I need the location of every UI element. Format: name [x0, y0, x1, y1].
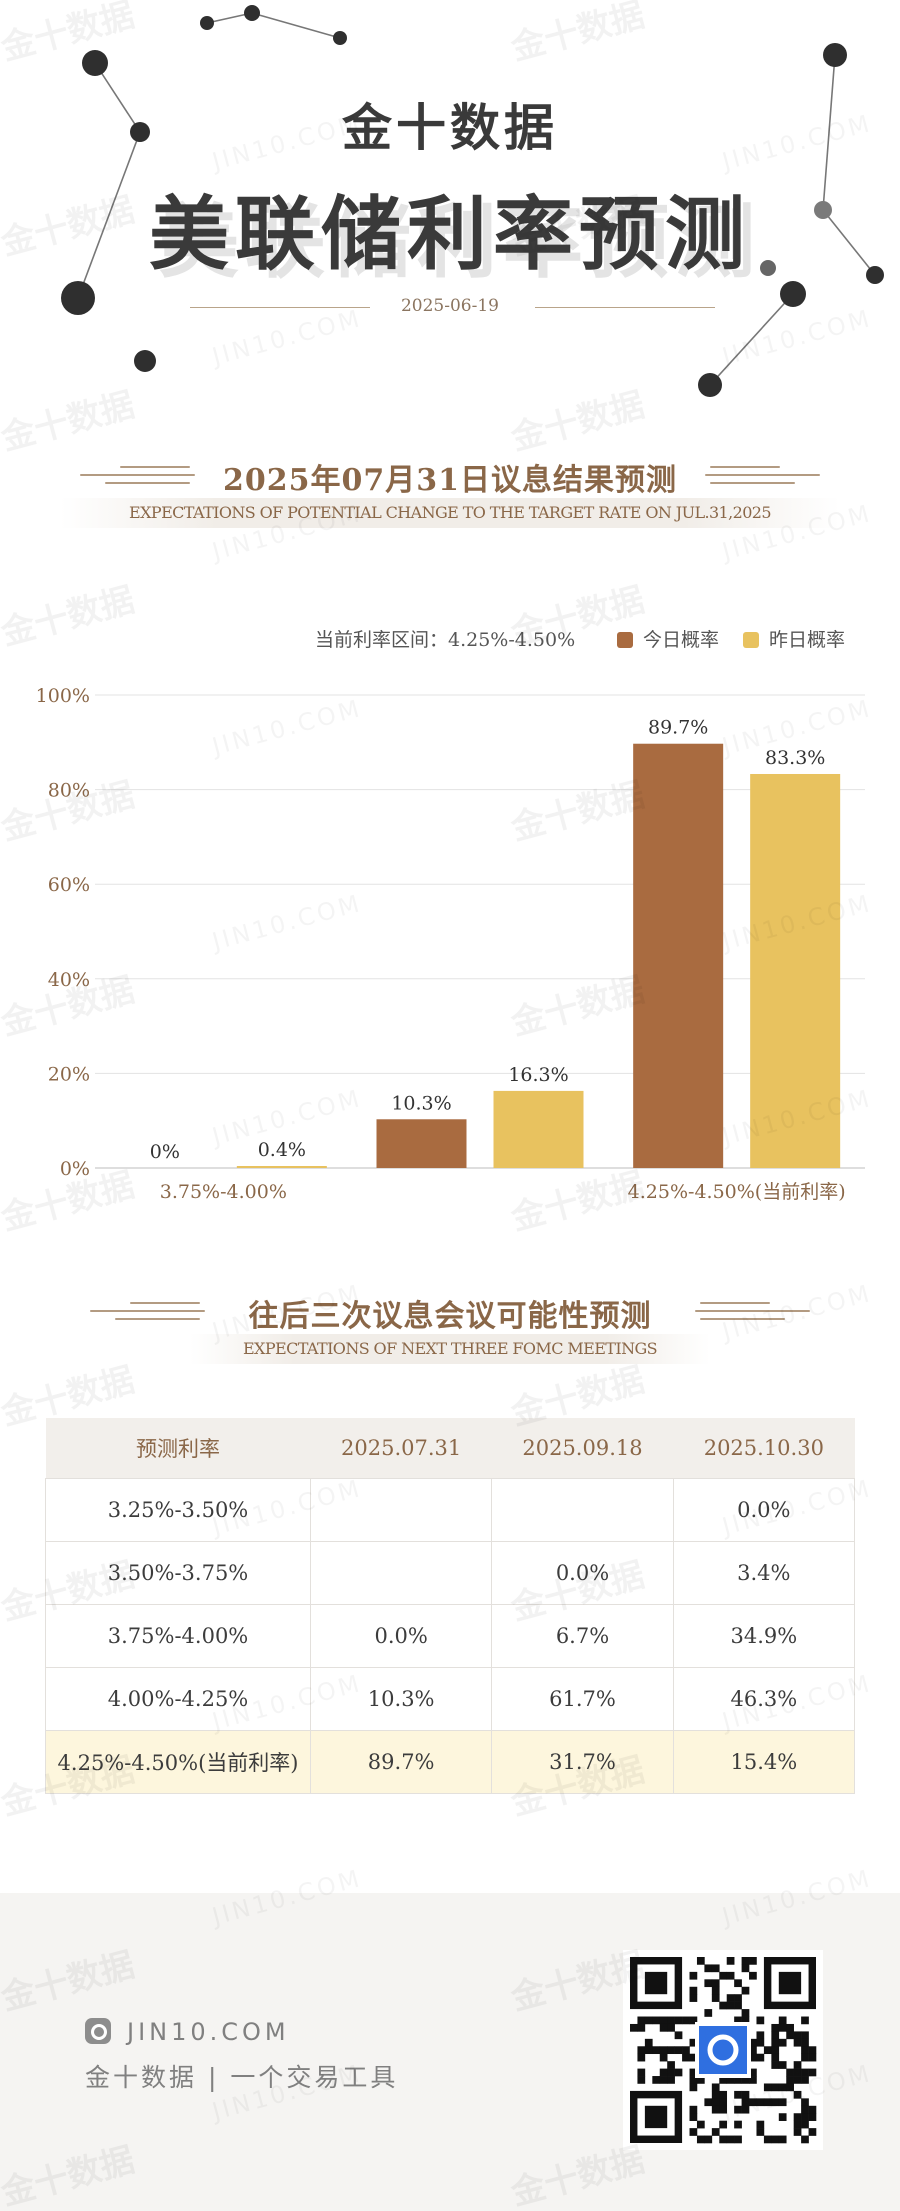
table-cell: 6.7% — [491, 1604, 674, 1668]
table-cell-rate: 3.75%-4.00% — [45, 1604, 311, 1668]
table-cell: 34.9% — [672, 1604, 856, 1668]
table-cell: 0.0% — [309, 1604, 493, 1668]
bar-value-label: 16.3% — [508, 1064, 568, 1086]
y-tick-label: 0% — [60, 1158, 90, 1180]
table-cell: 15.4% — [672, 1730, 856, 1794]
section1-subtitle: EXPECTATIONS OF POTENTIAL CHANGE TO THE … — [129, 503, 772, 522]
constellation-decoration — [61, 5, 884, 397]
bar-value-label: 89.7% — [648, 717, 708, 739]
section1-title: 2025年07月31日议息结果预测 — [223, 463, 677, 498]
y-tick-label: 100% — [36, 685, 90, 707]
table-row: 3.75%-4.00% 0.0% 6.7% 34.9% — [45, 1604, 856, 1668]
table-cell-rate: 3.50%-3.75% — [45, 1541, 311, 1605]
table-row-current-rate: 4.25%-4.50%(当前利率) 89.7% 31.7% 15.4% — [45, 1730, 856, 1794]
table-cell — [309, 1478, 493, 1542]
table-cell: 10.3% — [309, 1667, 493, 1731]
table-cell: 89.7% — [309, 1730, 493, 1794]
table-row: 3.25%-3.50% 0.0% — [45, 1478, 856, 1542]
probability-bar-chart: 0% 20% 40% 60% 80% 100% 0% 0.4% 3.75%-4.00% 10.3%… — [36, 685, 865, 1203]
bar — [236, 1166, 327, 1168]
y-tick-label: 60% — [48, 874, 90, 896]
page-title-block: 美联储利率预测 美联储利率预测 — [0, 170, 900, 289]
legend-today-label: 今日概率 — [643, 629, 720, 651]
bar-value-label: 10.3% — [391, 1092, 451, 1114]
table-row: 4.00%-4.25% 10.3% 61.7% 46.3% — [45, 1667, 856, 1731]
ornament-left-2 — [90, 1302, 210, 1322]
table-cell-rate: 4.25%-4.50%(当前利率) — [45, 1730, 311, 1794]
table-header-row: 预测利率 2025.07.31 2025.09.18 2025.10.30 — [45, 1418, 855, 1479]
legend-yesterday-swatch — [743, 632, 759, 648]
bar-value-label: 0.4% — [258, 1139, 306, 1161]
table-cell: 31.7% — [491, 1730, 674, 1794]
chart-legend: 当前利率区间：4.25%-4.50% 今日概率 昨日概率 — [300, 625, 860, 655]
fomc-forecast-table: 预测利率 2025.07.31 2025.09.18 2025.10.30 3.… — [45, 1418, 856, 1794]
bar-value-label: 83.3% — [765, 747, 825, 769]
date-divider-right — [535, 307, 715, 308]
footer: JIN10.COM 金十数据 | 一个交易工具 — [0, 1893, 900, 2211]
x-category-label: 4.25%-4.50%(当前利率) — [628, 1181, 846, 1203]
x-category-label: 3.75%-4.00% — [160, 1181, 287, 1203]
brand-title: 金十数据 — [342, 99, 558, 157]
table-header-date: 2025.07.31 — [310, 1418, 492, 1479]
watermark-text: 金十数据 — [0, 580, 139, 654]
qr-code-image[interactable] — [623, 1950, 823, 2150]
bar — [633, 743, 724, 1168]
bar — [376, 1119, 467, 1168]
y-tick-label: 40% — [48, 969, 90, 991]
footer-tagline: 金十数据 | 一个交易工具 — [85, 2063, 399, 2092]
ornament-right-1 — [705, 466, 825, 486]
table-header-date: 2025.09.18 — [491, 1418, 674, 1479]
ornament-left-1 — [80, 466, 200, 486]
report-date: 2025-06-19 — [400, 296, 499, 316]
bar — [750, 773, 841, 1168]
table-cell: 0.0% — [672, 1478, 856, 1542]
legend-yesterday-label: 昨日概率 — [769, 629, 846, 651]
page-title-shadow: 美联储利率预测 — [159, 196, 761, 289]
table-cell — [309, 1541, 493, 1605]
section2-subtitle: EXPECTATIONS OF NEXT THREE FOMC MEETINGS — [242, 1339, 658, 1358]
section1-subtitle-band — [60, 498, 840, 528]
table-cell: 3.4% — [672, 1541, 856, 1605]
table-row: 3.50%-3.75% 0.0% 3.4% — [45, 1541, 856, 1605]
footer-site-link[interactable]: JIN10.COM — [127, 2018, 290, 2046]
section2-subtitle-band — [190, 1334, 710, 1364]
bar-value-label: 0% — [150, 1141, 180, 1163]
table-cell-rate: 3.25%-3.50% — [45, 1478, 311, 1542]
table-cell: 0.0% — [491, 1541, 674, 1605]
y-tick-label: 80% — [48, 780, 90, 802]
y-tick-label: 20% — [48, 1063, 90, 1085]
table-header-rate: 预测利率 — [45, 1418, 311, 1479]
current-rate-label: 当前利率区间：4.25%-4.50% — [315, 629, 576, 651]
table-cell: 61.7% — [491, 1667, 674, 1731]
table-header-date: 2025.10.30 — [673, 1418, 855, 1479]
date-row: 2025-06-19 — [0, 296, 900, 320]
ornament-right-2 — [695, 1302, 815, 1322]
table-cell-rate: 4.00%-4.25% — [45, 1667, 311, 1731]
bar — [493, 1090, 584, 1168]
page-title: 美联储利率预测 — [149, 188, 751, 281]
jin10-logo-icon — [85, 2018, 111, 2044]
legend-today-swatch — [617, 632, 633, 648]
table-cell — [491, 1478, 674, 1542]
date-divider-left — [190, 307, 370, 308]
table-cell: 46.3% — [672, 1667, 856, 1731]
section2-title: 往后三次议息会议可能性预测 — [248, 1299, 652, 1334]
